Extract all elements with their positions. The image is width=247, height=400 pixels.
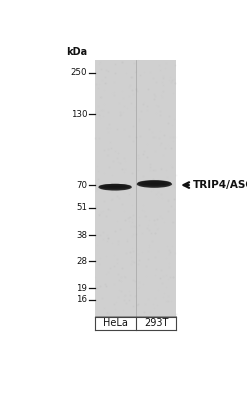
Ellipse shape <box>142 180 167 184</box>
Text: HeLa: HeLa <box>103 318 128 328</box>
Ellipse shape <box>104 184 126 187</box>
Bar <box>95 60 176 316</box>
Ellipse shape <box>98 184 132 191</box>
Ellipse shape <box>99 184 131 189</box>
Text: 28: 28 <box>76 257 87 266</box>
Text: 130: 130 <box>71 110 87 119</box>
Text: 16: 16 <box>76 295 87 304</box>
Ellipse shape <box>138 180 171 186</box>
Text: 250: 250 <box>71 68 87 77</box>
Ellipse shape <box>100 186 130 190</box>
Text: 38: 38 <box>76 231 87 240</box>
Ellipse shape <box>137 180 172 188</box>
Text: kDa: kDa <box>66 47 87 57</box>
Text: 19: 19 <box>77 284 87 293</box>
Text: TRIP4/ASC1: TRIP4/ASC1 <box>193 180 247 190</box>
Text: 51: 51 <box>76 203 87 212</box>
Text: 293T: 293T <box>144 318 168 328</box>
Ellipse shape <box>139 183 170 187</box>
Text: 70: 70 <box>76 180 87 190</box>
